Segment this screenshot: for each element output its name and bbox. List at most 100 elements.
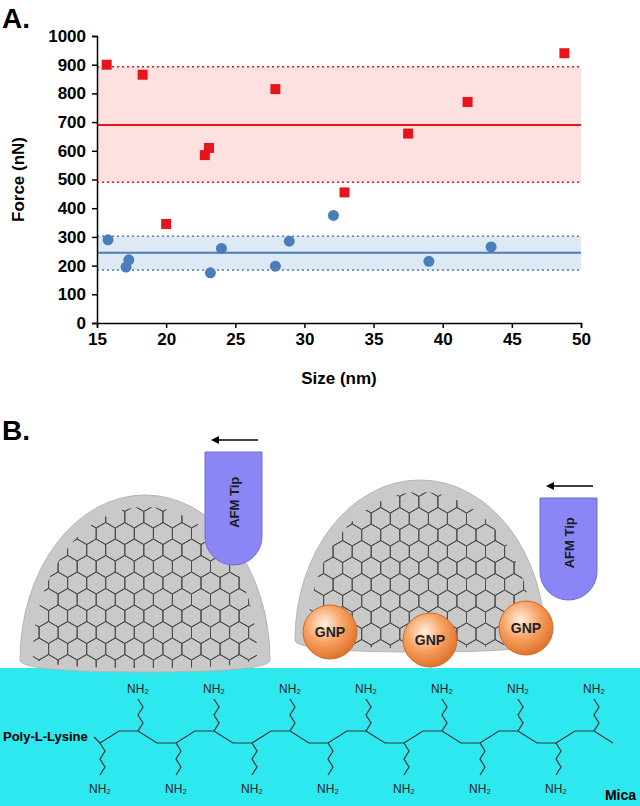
tick-mark [235, 323, 237, 328]
tick: 30 [295, 323, 314, 349]
mica-substrate [0, 668, 640, 806]
arrow-head [546, 482, 554, 490]
afm-tip [205, 452, 262, 565]
tick-mark [581, 323, 583, 328]
mean-line [97, 124, 581, 126]
side-chain [404, 743, 409, 775]
tick-mark [92, 323, 97, 325]
side-chain [518, 699, 523, 731]
tick-label: 1000 [48, 27, 86, 46]
data-point [270, 84, 280, 94]
data-point [559, 48, 569, 58]
data-point [423, 256, 434, 267]
data-point [403, 129, 413, 139]
tick-label: 600 [58, 142, 86, 161]
side-chain [556, 743, 561, 775]
tick-mark [92, 237, 97, 239]
tick-mark [92, 151, 97, 153]
polymer-backbone [94, 731, 613, 743]
tick-mark [92, 265, 97, 267]
tick-label: 35 [365, 330, 384, 349]
y-axis: 0 100 200 300 400 500 600 700 800 900 1000 [48, 27, 97, 333]
tick: 45 [503, 323, 522, 349]
tick: 300 [58, 228, 97, 247]
y-axis-title: Force (nN) [9, 137, 28, 222]
band-edge [97, 182, 581, 184]
polymer-label: Poly-L-Lysine [3, 729, 88, 744]
particle-label: GNP [511, 620, 541, 636]
tip-label: AFM Tip [562, 517, 577, 568]
tick-label: 900 [58, 56, 86, 75]
tick: 15 [88, 323, 107, 349]
tick-label: 800 [58, 84, 86, 103]
tick-label: 30 [295, 330, 314, 349]
tick: 1000 [48, 27, 97, 46]
data-point [340, 187, 350, 197]
tick: 400 [58, 199, 97, 218]
tick-label: 700 [58, 113, 86, 132]
data-point [328, 210, 339, 221]
tick-mark [92, 36, 97, 38]
tick-label: 40 [434, 330, 453, 349]
diagram: B.MicaPoly-L-LysineNH₂NH₂NH₂NH₂NH₂NH₂NH₂… [0, 415, 640, 806]
mean-line [97, 252, 581, 254]
data-point [204, 143, 214, 153]
tick-mark [92, 93, 97, 95]
amine-label: NH₂ [393, 782, 415, 796]
tick-mark [92, 208, 97, 210]
tick-mark [97, 323, 99, 328]
amine-label: NH₂ [203, 682, 225, 696]
tick-label: 500 [58, 170, 86, 189]
plot-area [97, 48, 581, 278]
side-chain [480, 743, 485, 775]
amine-label: NH₂ [583, 682, 605, 696]
tick-mark [304, 323, 306, 328]
gold-nanoparticle [303, 605, 357, 659]
data-point [138, 70, 148, 80]
tick: 100 [58, 285, 97, 304]
motion-arrow [217, 439, 258, 441]
data-point [103, 234, 114, 245]
panel-label: A. [2, 3, 30, 34]
tick-label: 25 [226, 330, 245, 349]
tick-label: 100 [58, 285, 86, 304]
band-edge [97, 66, 581, 68]
data-point [102, 60, 112, 70]
tick-label: 300 [58, 228, 86, 247]
tick-label: 0 [77, 314, 86, 333]
amine-label: NH₂ [89, 782, 111, 796]
data-point [161, 219, 171, 229]
sd-band [97, 236, 581, 270]
tick: 200 [58, 257, 97, 276]
side-chain [366, 699, 371, 731]
amine-label: NH₂ [469, 782, 491, 796]
tick: 900 [58, 56, 97, 75]
tick: 800 [58, 84, 97, 103]
side-chain [100, 743, 105, 775]
amine-label: NH₂ [127, 682, 149, 696]
particle-label: GNP [315, 624, 345, 640]
tick-mark [512, 323, 514, 328]
tick: 700 [58, 113, 97, 132]
band-edge [97, 236, 581, 238]
side-chain [252, 743, 257, 775]
tick-mark [442, 323, 444, 328]
data-point [284, 236, 295, 247]
side-chain [176, 743, 181, 775]
gold-nanoparticle [403, 613, 457, 667]
data-point [216, 243, 227, 254]
particle-label: GNP [415, 632, 445, 648]
side-chain [442, 699, 447, 731]
tick: 25 [226, 323, 245, 349]
gold-nanoparticle [499, 601, 553, 655]
tick-mark [373, 323, 375, 328]
tick: 35 [365, 323, 384, 349]
tick-label: 400 [58, 199, 86, 218]
tick-label: 45 [503, 330, 522, 349]
amine-label: NH₂ [545, 782, 567, 796]
amine-label: NH₂ [431, 682, 453, 696]
tick-mark [92, 179, 97, 181]
tick-mark [92, 294, 97, 296]
motion-arrow [552, 485, 593, 487]
sd-band [97, 67, 581, 183]
